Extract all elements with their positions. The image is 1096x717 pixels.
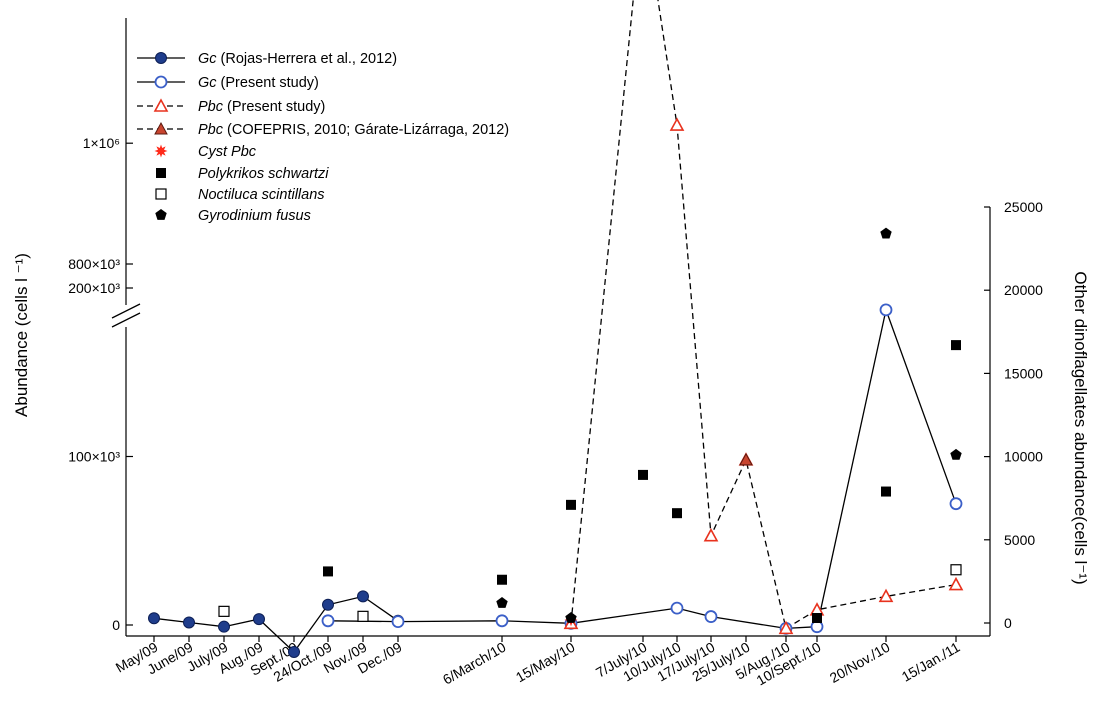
data-point-circle-filled bbox=[218, 620, 230, 633]
legend-label: Gyrodinium fusus bbox=[198, 208, 311, 224]
data-point-triangle-open bbox=[948, 576, 964, 591]
y-left-tick-label: 200×10³ bbox=[68, 280, 120, 296]
legend-label: Gc (Rojas-Herrera et al., 2012) bbox=[198, 51, 397, 67]
y-right-tick-label: 20000 bbox=[1004, 282, 1043, 298]
data-point-square-filled bbox=[638, 469, 648, 480]
data-point-square-filled bbox=[951, 340, 961, 351]
x-ticks: May/09June/09July/09Aug./09Sept./0924/Oc… bbox=[113, 636, 963, 688]
data-point-triangle-open bbox=[778, 620, 794, 635]
data-point-circle-open bbox=[670, 601, 684, 615]
axis-break-mask bbox=[110, 305, 142, 327]
data-point-square-filled bbox=[881, 486, 891, 497]
legend-label: Pbc (Present study) bbox=[198, 99, 325, 115]
data-point-circle-open bbox=[321, 614, 335, 628]
x-tick-label: 15/May/10 bbox=[513, 639, 578, 686]
x-tick-label: 15/Jan./11 bbox=[899, 639, 963, 685]
data-point-pentagon bbox=[496, 597, 508, 608]
data-point-circle-filled bbox=[253, 613, 265, 626]
series-points bbox=[148, 117, 964, 658]
data-point-circle-open bbox=[704, 610, 718, 623]
legend-marker-square-open bbox=[155, 188, 167, 200]
legend-marker-square-filled bbox=[156, 168, 166, 178]
series-line-1 bbox=[327, 307, 957, 630]
data-point-pentagon bbox=[950, 448, 962, 460]
data-point-square-filled bbox=[812, 613, 822, 624]
data-point-triangle-open bbox=[878, 588, 894, 603]
y-left-tick-label: 0 bbox=[112, 617, 120, 633]
data-point-circle-open bbox=[879, 303, 893, 317]
data-point-square-open bbox=[218, 605, 230, 617]
axes bbox=[110, 18, 991, 637]
right-ticks: 0 5000 10000 15000 20000 25000 bbox=[984, 199, 1043, 631]
legend-marker-triangle-filled bbox=[154, 121, 168, 135]
y-right-tick-label: 10000 bbox=[1004, 449, 1043, 465]
data-point-circle-filled bbox=[288, 645, 300, 658]
data-point-circle-open bbox=[949, 497, 963, 511]
y-right-tick-label: 5000 bbox=[1004, 532, 1035, 548]
legend-label: Noctiluca scintillans bbox=[198, 187, 325, 203]
data-point-square-filled bbox=[497, 574, 507, 585]
series-line-2 bbox=[570, 0, 957, 630]
data-point-square-open bbox=[357, 610, 369, 622]
data-point-circle-filled bbox=[183, 616, 195, 629]
data-point-pentagon bbox=[880, 227, 892, 239]
series-lines bbox=[153, 0, 957, 653]
data-point-circle-filled bbox=[357, 590, 369, 603]
legend-label: Gc (Present study) bbox=[198, 75, 319, 91]
data-point-square-filled bbox=[323, 566, 333, 577]
legend-marker-circle-filled bbox=[155, 52, 167, 64]
legend-marker-circle-open bbox=[154, 75, 168, 89]
legend-label: Pbc (COFEPRIS, 2010; Gárate-Lizárraga, 2… bbox=[198, 122, 509, 138]
data-point-square-filled bbox=[672, 508, 682, 519]
legend-marker-star bbox=[154, 144, 168, 158]
data-point-square-filled bbox=[566, 499, 576, 510]
y-axis-label-right: Other dinoflagellates abundance(cells l⁻… bbox=[1071, 271, 1090, 584]
y-right-tick-label: 15000 bbox=[1004, 365, 1043, 381]
legend: Gc (Rojas-Herrera et al., 2012) Gc (Prese… bbox=[137, 51, 509, 224]
legend-marker-pentagon bbox=[155, 209, 167, 220]
y-axis-label-left: Abundance (cells l ⁻¹) bbox=[12, 253, 31, 417]
legend-label: Cyst Pbc bbox=[198, 144, 257, 160]
y-left-tick-label: 800×10³ bbox=[68, 256, 120, 272]
axis-break-mark bbox=[111, 303, 141, 319]
x-tick-label: 20/Nov./10 bbox=[827, 639, 893, 686]
y-left-tick-label: 100×10³ bbox=[68, 449, 120, 465]
legend-marker-triangle-open bbox=[153, 98, 169, 112]
axis-break-mark bbox=[111, 312, 141, 328]
data-point-circle-filled bbox=[322, 598, 334, 611]
x-tick-label: 6/March/10 bbox=[440, 639, 509, 688]
y-left-tick-label: 1×10⁶ bbox=[83, 135, 120, 151]
data-point-circle-open bbox=[495, 614, 509, 628]
data-point-circle-open bbox=[391, 615, 405, 629]
y-right-tick-label: 0 bbox=[1004, 615, 1012, 631]
y-right-tick-label: 25000 bbox=[1004, 199, 1043, 215]
data-point-triangle-open bbox=[669, 117, 685, 131]
data-point-triangle-open bbox=[703, 528, 719, 542]
data-point-circle-filled bbox=[148, 612, 160, 625]
data-point-triangle-filled bbox=[739, 452, 753, 466]
legend-label: Polykrikos schwartzi bbox=[198, 166, 329, 182]
data-point-square-open bbox=[950, 564, 962, 576]
data-point-pentagon bbox=[565, 612, 577, 623]
